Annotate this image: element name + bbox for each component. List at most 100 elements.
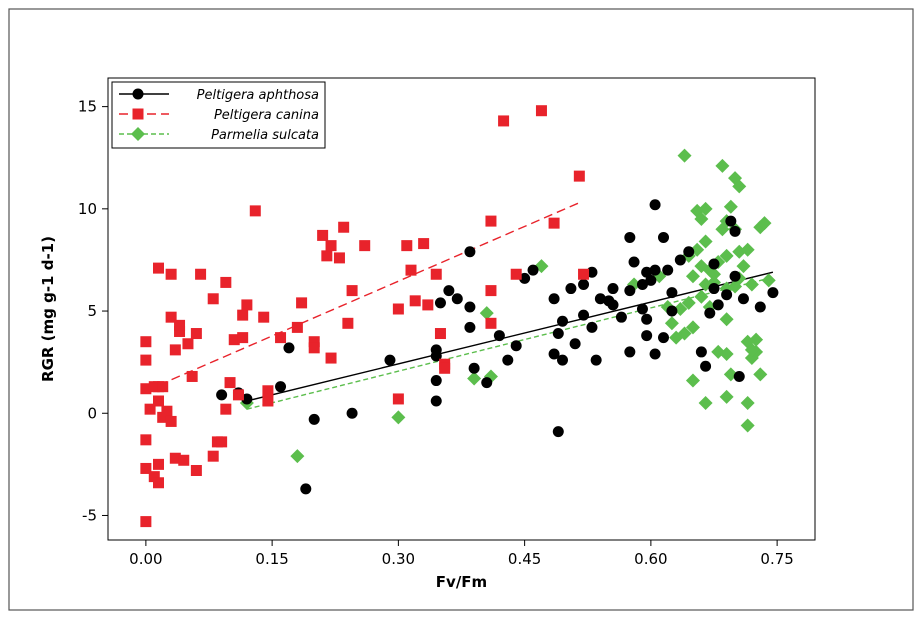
peltigera-aphthosa-point	[308, 413, 320, 425]
peltigera-aphthosa-point	[712, 299, 724, 311]
peltigera-aphthosa-point	[578, 309, 590, 321]
peltigera-aphthosa-point	[733, 370, 745, 382]
peltigera-aphthosa-point	[649, 348, 661, 360]
peltigera-aphthosa-point	[729, 270, 741, 282]
peltigera-canina-point	[140, 434, 152, 446]
x-tick-label: 0.60	[634, 550, 667, 568]
parmelia-sulcata-point	[753, 367, 768, 382]
peltigera-canina-point	[510, 268, 522, 280]
peltigera-canina-point	[153, 395, 164, 407]
peltigera-canina-point	[237, 332, 249, 344]
peltigera-aphthosa-point	[468, 362, 480, 374]
peltigera-canina-point	[439, 362, 451, 374]
peltigera-canina-point	[237, 309, 249, 321]
peltigera-canina-point	[228, 334, 240, 346]
peltigera-aphthosa-point	[767, 287, 779, 299]
peltigera-canina-point	[578, 268, 590, 280]
peltigera-canina-point	[140, 383, 152, 395]
peltigera-canina-point	[153, 458, 164, 470]
figure-border	[8, 8, 914, 611]
peltigera-aphthosa-point	[384, 354, 396, 366]
x-tick-label: 0.00	[129, 550, 162, 568]
peltigera-aphthosa-point	[658, 332, 669, 344]
peltigera-aphthosa-point	[451, 293, 463, 305]
parmelia-sulcata-point	[757, 216, 772, 231]
peltigera-canina-point	[157, 411, 169, 423]
parmelia-sulcata-point	[744, 342, 759, 357]
peltigera-canina-point	[207, 293, 219, 305]
x-tick-label: 0.15	[255, 550, 288, 568]
peltigera-aphthosa-point	[464, 301, 476, 313]
parmelia-sulcata-point	[664, 316, 679, 331]
parmelia-sulcata-point	[685, 320, 700, 335]
peltigera-aphthosa-point	[666, 287, 678, 299]
peltigera-canina-point	[165, 311, 177, 323]
peltigera-aphthosa-point	[552, 328, 564, 340]
y-axis-label: RGR (mg g-1 d-1)	[39, 236, 57, 382]
peltigera-aphthosa-point	[737, 293, 749, 305]
peltigera-aphthosa-point	[708, 283, 720, 295]
peltigera-aphthosa-point	[464, 246, 476, 258]
peltigera-canina-points	[140, 105, 590, 528]
peltigera-canina-point	[169, 344, 181, 356]
peltigera-canina-point	[325, 240, 337, 252]
parmelia-sulcata-point	[690, 242, 705, 257]
peltigera-canina-point	[165, 268, 177, 280]
peltigera-canina-point	[308, 342, 320, 354]
peltigera-aphthosa-point	[346, 407, 358, 419]
peltigera-canina-point	[169, 452, 181, 464]
parmelia-sulcata-point	[391, 410, 406, 425]
parmelia-sulcata-point	[694, 289, 709, 304]
peltigera-aphthosa-point	[662, 264, 674, 276]
peltigera-canina-point	[182, 338, 194, 350]
peltigera-canina-point	[140, 354, 152, 366]
parmelia-sulcata-point	[467, 371, 482, 386]
parmelia-sulcata-point	[761, 273, 776, 288]
peltigera-canina-point	[296, 297, 308, 309]
x-axis-ticks: 0.00 0.15 0.30 0.45 0.60 0.75	[129, 540, 794, 568]
peltigera-aphthosa-point	[586, 266, 598, 278]
peltigera-aphthosa-point	[624, 346, 636, 358]
peltigera-canina-point	[422, 299, 434, 311]
peltigera-canina-point	[342, 317, 354, 329]
peltigera-canina-point	[485, 317, 497, 329]
legend-label-peltigera-canina: Peltigera canina	[214, 108, 319, 123]
parmelia-sulcata-point	[732, 179, 747, 194]
peltigera-canina-point	[430, 268, 442, 280]
peltigera-canina-point	[317, 229, 329, 241]
parmelia-sulcata-point	[723, 199, 738, 214]
peltigera-aphthosa-point	[552, 426, 564, 438]
peltigera-aphthosa-fit-line	[246, 271, 774, 402]
peltigera-canina-point	[401, 240, 413, 252]
peltigera-canina-point	[186, 370, 198, 382]
parmelia-sulcata-point	[740, 418, 755, 433]
peltigera-aphthosa-point	[590, 354, 602, 366]
peltigera-aphthosa-point	[548, 348, 560, 360]
peltigera-canina-point	[535, 105, 547, 117]
peltigera-canina-point	[241, 299, 253, 311]
parmelia-sulcata-point	[698, 396, 713, 411]
peltigera-canina-point	[548, 217, 560, 229]
peltigera-aphthosa-point	[586, 321, 598, 333]
peltigera-canina-point	[262, 385, 274, 397]
peltigera-aphthosa-points	[216, 199, 779, 495]
peltigera-aphthosa-point	[430, 395, 442, 407]
peltigera-aphthosa-point	[615, 311, 627, 323]
peltigera-canina-point	[224, 377, 236, 389]
peltigera-canina-point	[392, 303, 404, 315]
parmelia-sulcata-point	[719, 389, 734, 404]
peltigera-canina-point	[338, 221, 350, 233]
peltigera-aphthosa-point	[275, 381, 287, 393]
legend-label-parmelia-sulcata: Parmelia sulcata	[211, 128, 319, 143]
parmelia-sulcata-point	[736, 259, 751, 274]
parmelia-sulcata-point	[694, 212, 709, 227]
parmelia-sulcata-point	[719, 248, 734, 263]
peltigera-aphthosa-point	[607, 283, 619, 295]
peltigera-canina-point	[161, 405, 173, 417]
peltigera-canina-point	[321, 250, 333, 262]
peltigera-canina-point	[346, 285, 358, 297]
peltigera-canina-point	[220, 276, 232, 288]
legend-box	[111, 81, 326, 149]
legend: Peltigera aphthosa Peltigera canina Parmel…	[111, 81, 326, 149]
